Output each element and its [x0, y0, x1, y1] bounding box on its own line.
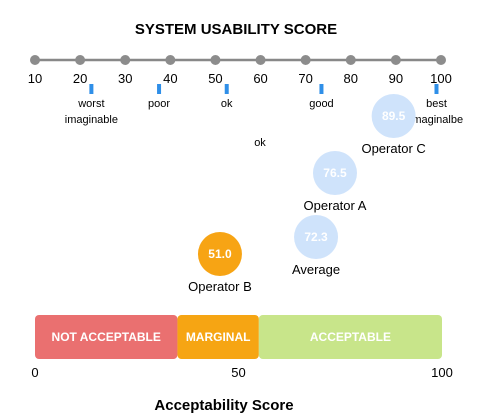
operator-score: 72.3 — [304, 230, 328, 244]
axis-tick-dot — [75, 55, 86, 65]
operator-name: Operator C — [361, 141, 425, 156]
axis-tick-dot — [210, 55, 221, 65]
operator-bubble — [197, 232, 242, 276]
operator-bubble — [312, 151, 357, 195]
stray-ok-label: ok — [254, 137, 266, 149]
operator-name: Operator B — [188, 279, 252, 294]
operator-scores: 89.5 Operator C 76.5 Operator A 72.3 Average 5… — [188, 94, 426, 294]
adjective-label: best — [426, 98, 447, 110]
operator-bubble — [371, 94, 416, 138]
acceptability-tick-label: 0 — [31, 365, 38, 380]
axis-tick-label: 80 — [344, 71, 358, 86]
operator-score: 51.0 — [208, 247, 232, 261]
adjective-label: ok — [221, 98, 233, 110]
operator-name: Operator A — [304, 198, 367, 213]
operator-score: 89.5 — [382, 109, 406, 123]
adjective-scale: worst imaginable poor ok good best imaginalbe — [65, 84, 463, 126]
axis-tick-label: 90 — [389, 71, 403, 86]
axis-tick-label: 50 — [208, 71, 222, 86]
adjective-marker — [89, 84, 94, 94]
adjective-marker — [319, 84, 324, 94]
acceptability-tick-label: 100 — [431, 365, 453, 380]
axis-tick-label: 30 — [118, 71, 132, 86]
axis-tick-dot — [30, 55, 40, 65]
acceptability-band — [177, 315, 259, 359]
axis-tick-dot — [300, 55, 311, 65]
adjective-marker — [224, 84, 229, 94]
axis-tick-dot — [390, 55, 401, 65]
operator-score: 76.5 — [323, 166, 347, 180]
adjective-label: poor — [148, 98, 170, 110]
acceptability-band — [258, 315, 442, 359]
adjective-label: imaginalbe — [410, 114, 463, 126]
adjective-label: good — [309, 98, 333, 110]
axis-tick-label: 100 — [430, 71, 452, 86]
operator-name: Average — [292, 262, 340, 277]
sus-axis: 10 20 30 40 50 60 70 80 90 100 — [28, 55, 452, 86]
axis-tick-dot — [436, 55, 446, 65]
adjective-marker — [434, 84, 439, 94]
acceptability-band-label: NOT ACCEPTABLE — [52, 330, 161, 344]
axis-tick-label: 70 — [298, 71, 312, 86]
axis-tick-dot — [120, 55, 131, 65]
acceptability-band-label: MARGINAL — [186, 330, 251, 344]
adjective-label: imaginable — [65, 114, 118, 126]
chart-title: SYSTEM USABILITY SCORE — [135, 21, 337, 38]
acceptability-bar: NOT ACCEPTABLE MARGINAL ACCEPTABLE 0 50 100 — [31, 315, 453, 380]
acceptability-band-label: ACCEPTABLE — [310, 330, 391, 344]
axis-tick-label: 20 — [73, 71, 87, 86]
acceptability-title: Acceptability Score — [154, 397, 293, 414]
axis-tick-label: 10 — [28, 71, 42, 86]
acceptability-band — [35, 315, 178, 359]
axis-tick-dot — [255, 55, 266, 65]
acceptability-tick-label: 50 — [231, 365, 245, 380]
adjective-label: worst — [77, 98, 104, 110]
operator-bubble — [294, 215, 339, 259]
axis-tick-dot — [165, 55, 176, 65]
axis-tick-dot — [345, 55, 356, 65]
axis-tick-label: 40 — [163, 71, 177, 86]
adjective-marker — [157, 84, 162, 94]
axis-tick-label: 60 — [253, 71, 267, 86]
